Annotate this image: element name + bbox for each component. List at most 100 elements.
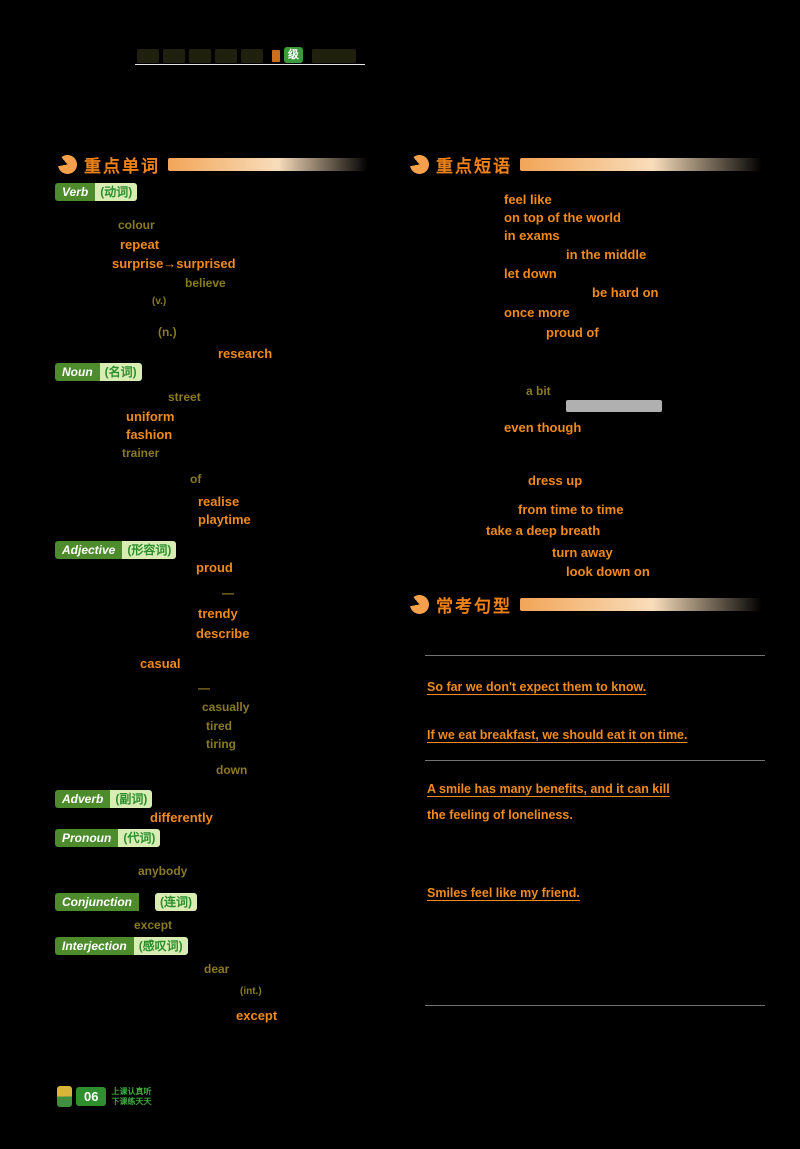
faint-title-text [241, 49, 263, 63]
section-pacman-icon [58, 155, 77, 174]
divider-line [425, 1005, 765, 1006]
word-item: anybody [138, 864, 188, 878]
phrase-item: once more [504, 305, 570, 320]
word-item: colour [118, 218, 155, 232]
faint-title-text [137, 49, 159, 63]
pos-badge-zh: (动词) [95, 183, 138, 201]
word-item: casually [202, 700, 250, 714]
word-item: research [218, 346, 273, 361]
faint-title-text [215, 49, 237, 63]
title-accent-mark [272, 50, 280, 62]
pos-badge-zh: (副词) [110, 790, 153, 808]
sentence-item: If we eat breakfast, we should eat it on… [427, 728, 688, 742]
sentence-item: Smiles feel like my friend. [427, 886, 580, 900]
word-item: street [168, 390, 201, 404]
header-underline [135, 64, 365, 65]
word-item: (int.) [240, 986, 262, 997]
phrase-item: in exams [504, 228, 560, 243]
section-title: 重点短语 [436, 157, 512, 176]
section-gradient-bar [520, 158, 762, 171]
mascot-icon [57, 1086, 72, 1107]
phrase-item: dress up [528, 473, 583, 488]
faint-title-text [189, 49, 211, 63]
word-item: trendy [198, 606, 238, 621]
word-item: — [222, 586, 234, 600]
section-pacman-icon [410, 595, 429, 614]
highlight-bar [566, 400, 662, 412]
phrase-item: look down on [566, 564, 650, 579]
section-title: 常考句型 [436, 597, 512, 616]
word-item: tiring [206, 737, 236, 751]
word-item: tired [206, 719, 233, 733]
word-item: differently [150, 810, 213, 825]
phrase-item: on top of the world [504, 210, 621, 225]
word-item: believe [185, 276, 226, 290]
pos-badge-en: Verb [55, 183, 96, 201]
pos-badge-conjunction: Conjunction (连词) [55, 893, 197, 911]
pos-badge-en: Adverb [55, 790, 111, 808]
word-item: proud [196, 560, 233, 575]
phrase-item: take a deep breath [486, 523, 601, 538]
section-pacman-icon [410, 155, 429, 174]
word-item: except [236, 1008, 278, 1023]
footer-slogan: 上课认真听 下课练天天 [111, 1087, 151, 1107]
word-item: down [216, 763, 248, 777]
pos-badge-verb: Verb (动词) [55, 183, 138, 201]
pos-badge-en: Conjunction [55, 893, 139, 911]
section-gradient-bar [168, 158, 368, 171]
word-item: dear [204, 962, 230, 976]
pos-badge-adverb: Adverb (副词) [55, 790, 153, 808]
word-item: of [190, 472, 202, 486]
pos-badge-zh: (感叹词) [133, 937, 188, 955]
word-item: fashion [126, 427, 173, 442]
phrase-item: a bit [526, 384, 551, 398]
word-item: surprise→surprised [112, 256, 236, 271]
phrase-item: be hard on [592, 285, 659, 300]
word-item: realise [198, 494, 240, 509]
phrase-item: even though [504, 420, 582, 435]
section-header-phrases: 重点短语 [410, 152, 762, 177]
word-item: trainer [122, 446, 160, 460]
section-title: 重点单词 [84, 157, 160, 176]
word-item: describe [196, 626, 250, 641]
word-item: — [198, 681, 210, 695]
pos-badge-noun: Noun (名词) [55, 363, 142, 381]
divider-line [425, 655, 765, 656]
pos-badge-zh: (代词) [118, 829, 161, 847]
sentence-item: So far we don't expect them to know. [427, 680, 647, 694]
faint-title-text [312, 49, 356, 63]
phrase-item: from time to time [518, 502, 624, 517]
pos-badge-zh: (形容词) [122, 541, 177, 559]
page-number-badge: 06 [76, 1087, 107, 1106]
divider-line [425, 760, 765, 761]
word-item: (v.) [152, 296, 167, 307]
sentence-item: the feeling of loneliness. [427, 808, 573, 822]
sentence-item: A smile has many benefits, and it can ki… [427, 782, 670, 796]
phrase-item: let down [504, 266, 557, 281]
grade-badge: 级 [284, 47, 303, 63]
phrase-item: in the middle [566, 247, 647, 262]
word-item: except [134, 918, 173, 932]
pos-badge-zh: (名词) [99, 363, 142, 381]
faint-title-text [163, 49, 185, 63]
pos-badge-en: Noun [55, 363, 100, 381]
pos-badge-en: Interjection [55, 937, 134, 955]
pos-badge-en: Pronoun [55, 829, 119, 847]
pos-badge-adjective: Adjective (形容词) [55, 541, 177, 559]
pos-badge-en: Adjective [55, 541, 123, 559]
footer-slogan-line2: 下课练天天 [111, 1096, 152, 1106]
phrase-item: turn away [552, 545, 613, 560]
phrase-item: proud of [546, 325, 599, 340]
footer-slogan-line1: 上课认真听 [111, 1086, 152, 1096]
section-gradient-bar [520, 598, 762, 611]
pos-badge-interjection: Interjection (感叹词) [55, 937, 188, 955]
pos-badge-pronoun: Pronoun (代词) [55, 829, 161, 847]
word-item: uniform [126, 409, 175, 424]
phrase-item: feel like [504, 192, 552, 207]
section-header-words: 重点单词 [58, 152, 368, 177]
word-item: repeat [120, 237, 160, 252]
word-item: playtime [198, 512, 251, 527]
word-item: casual [140, 656, 181, 671]
word-item: (n.) [158, 325, 177, 339]
